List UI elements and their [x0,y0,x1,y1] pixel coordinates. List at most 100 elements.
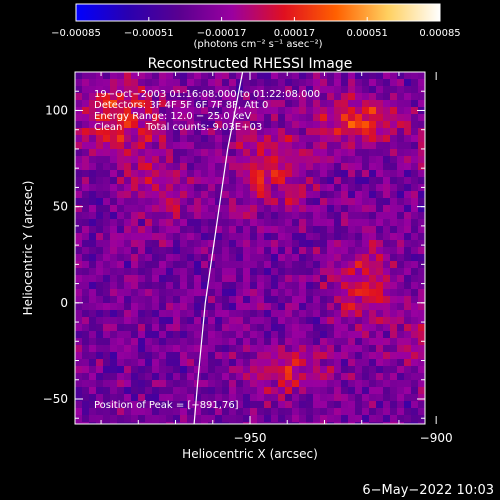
heatmap-cell [187,219,195,227]
heatmap-cell [215,135,223,143]
heatmap-cell [327,198,335,206]
heatmap-cell [180,422,188,424]
heatmap-cell [271,394,279,402]
heatmap-cell [243,352,251,360]
heatmap-cell [355,394,363,402]
heatmap-cell [124,408,132,416]
heatmap-cell [320,170,328,178]
heatmap-cell [264,163,272,171]
heatmap-cell [243,373,251,381]
heatmap-cell [285,422,293,424]
heatmap-cell [411,268,419,276]
heatmap-cell [243,191,251,199]
heatmap-cell [369,191,377,199]
heatmap-cell [320,331,328,339]
heatmap-cell [75,366,83,374]
heatmap-cell [264,401,272,409]
heatmap-cell [138,142,146,150]
heatmap-cell [201,331,209,339]
heatmap-cell [152,331,160,339]
heatmap-cell [355,296,363,304]
heatmap-cell [327,380,335,388]
heatmap-cell [173,212,181,220]
heatmap-cell [397,359,405,367]
heatmap-cell [257,268,265,276]
heatmap-cell [264,114,272,122]
heatmap-cell [271,79,279,87]
heatmap-cell [103,240,111,248]
heatmap-cell [215,219,223,227]
heatmap-cell [117,317,125,325]
heatmap-cell [110,72,118,80]
heatmap-cell [397,79,405,87]
heatmap-cell [334,380,342,388]
heatmap-cell [369,142,377,150]
heatmap-cell [250,100,258,108]
heatmap-cell [236,324,244,332]
heatmap-cell [376,93,384,101]
heatmap-cell [306,142,314,150]
heatmap-cell [89,303,97,311]
heatmap-cell [180,184,188,192]
heatmap-cell [110,135,118,143]
heatmap-cell [159,72,167,80]
heatmap-cell [257,387,265,395]
heatmap-cell [278,247,286,255]
heatmap-cell [103,128,111,136]
heatmap-cell [271,163,279,171]
heatmap-cell [383,310,391,318]
heatmap-cell [201,408,209,416]
heatmap-cell [257,296,265,304]
heatmap-cell [124,380,132,388]
heatmap-cell [82,128,90,136]
heatmap-cell [383,212,391,220]
heatmap-cell [117,352,125,360]
heatmap-cell [418,359,425,367]
heatmap-cell [138,128,146,136]
heatmap-cell [180,324,188,332]
heatmap-cell [110,254,118,262]
heatmap-cell [187,121,195,129]
heatmap-cell [320,408,328,416]
heatmap-cell [131,366,139,374]
heatmap-cell [362,163,370,171]
heatmap-cell [306,331,314,339]
heatmap-cell [89,156,97,164]
heatmap-cell [82,380,90,388]
heatmap-cell [299,72,307,80]
heatmap-cell [376,107,384,115]
heatmap-cell [369,93,377,101]
heatmap-cell [187,275,195,283]
heatmap-cell [75,114,83,122]
heatmap-cell [89,366,97,374]
heatmap-cell [180,296,188,304]
heatmap-cell [306,177,314,185]
heatmap-cell [145,317,153,325]
colorbar-ticks: −0.00085 −0.00051 −0.00017 0.00017 0.00051 0.… [51,17,461,39]
heatmap-cell [264,233,272,241]
heatmap-cell [369,401,377,409]
heatmap-cell [131,317,139,325]
heatmap-cell [166,212,174,220]
heatmap-cell [194,72,202,80]
heatmap-cell [145,380,153,388]
heatmap-cell [173,394,181,402]
heatmap-cell [201,72,209,80]
heatmap-cell [103,366,111,374]
heatmap-cell [215,156,223,164]
heatmap-cell [404,324,412,332]
heatmap-cell [313,345,321,353]
heatmap-cell [222,247,230,255]
heatmap-cell [285,86,293,94]
heatmap-cell [180,114,188,122]
heatmap-cell [117,149,125,157]
heatmap-cell [194,254,202,262]
heatmap-cell [243,240,251,248]
heatmap-cell [285,373,293,381]
heatmap-cell [215,401,223,409]
heatmap-cell [250,93,258,101]
heatmap-cell [194,324,202,332]
heatmap-cell [278,205,286,213]
heatmap-cell [138,352,146,360]
heatmap-cell [250,422,258,424]
